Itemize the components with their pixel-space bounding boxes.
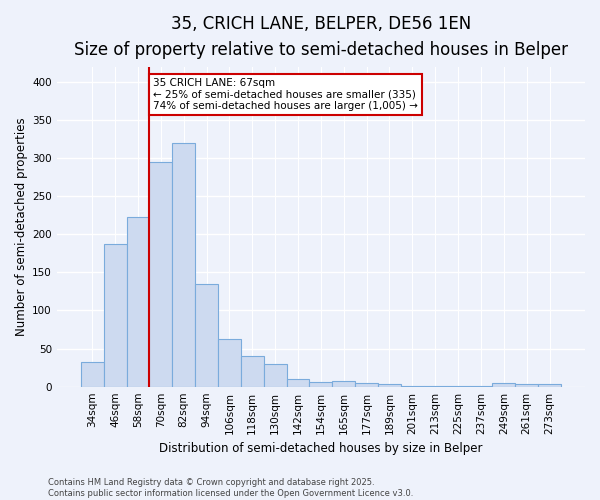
Bar <box>493 383 515 386</box>
Bar <box>172 142 195 386</box>
Bar <box>195 284 218 386</box>
X-axis label: Distribution of semi-detached houses by size in Belper: Distribution of semi-detached houses by … <box>159 442 482 455</box>
Bar <box>378 384 401 386</box>
Bar <box>127 218 149 386</box>
Text: 35 CRICH LANE: 67sqm
← 25% of semi-detached houses are smaller (335)
74% of semi: 35 CRICH LANE: 67sqm ← 25% of semi-detac… <box>153 78 418 111</box>
Bar <box>355 383 378 386</box>
Bar <box>264 364 287 386</box>
Y-axis label: Number of semi-detached properties: Number of semi-detached properties <box>15 118 28 336</box>
Bar <box>310 382 332 386</box>
Bar <box>241 356 264 386</box>
Bar <box>332 382 355 386</box>
Text: Contains HM Land Registry data © Crown copyright and database right 2025.
Contai: Contains HM Land Registry data © Crown c… <box>48 478 413 498</box>
Bar <box>218 340 241 386</box>
Bar <box>538 384 561 386</box>
Title: 35, CRICH LANE, BELPER, DE56 1EN
Size of property relative to semi-detached hous: 35, CRICH LANE, BELPER, DE56 1EN Size of… <box>74 15 568 60</box>
Bar <box>515 384 538 386</box>
Bar <box>104 244 127 386</box>
Bar <box>81 362 104 386</box>
Bar <box>287 379 310 386</box>
Bar <box>149 162 172 386</box>
